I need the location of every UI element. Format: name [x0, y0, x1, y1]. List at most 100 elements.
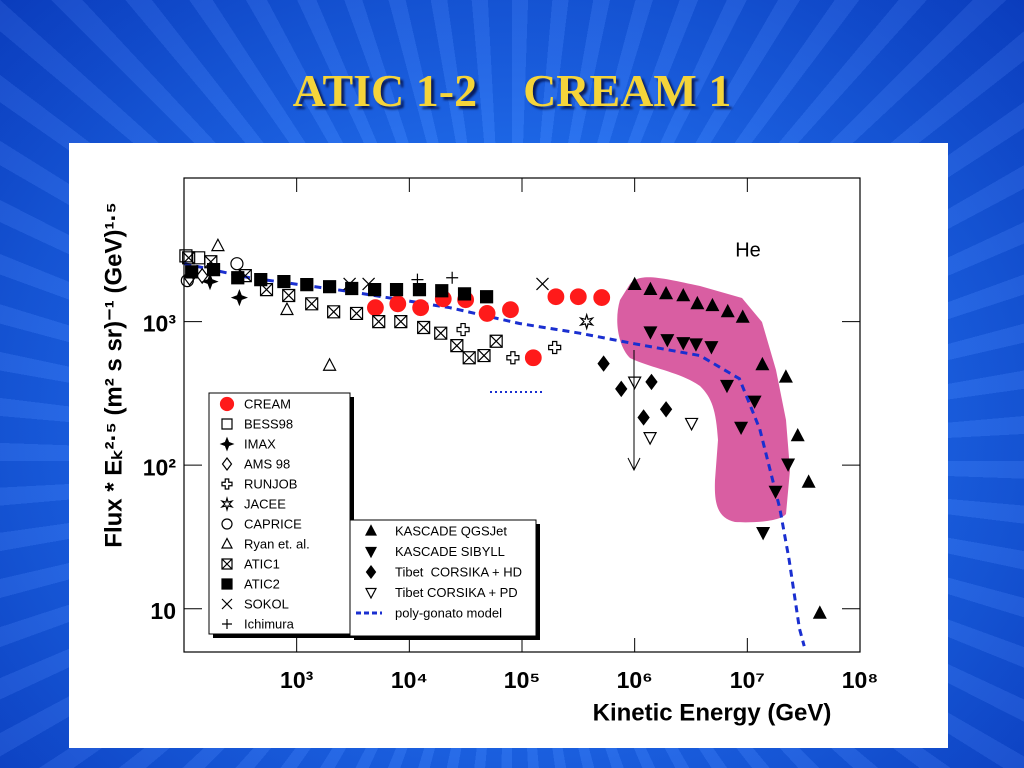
legend-label: AMS 98 [244, 456, 290, 471]
data-point [781, 458, 796, 472]
data-point [462, 351, 476, 365]
data-point [206, 263, 221, 277]
data-point [362, 277, 376, 291]
data-point [478, 305, 496, 322]
model-line [184, 262, 806, 647]
y-tick-label: 10³ [143, 311, 177, 337]
legend-swatch [221, 518, 233, 530]
data-point [277, 274, 291, 289]
upper-limit-arrowhead [627, 457, 641, 472]
x-tick-label: 10⁴ [391, 667, 428, 693]
legend-swatch [219, 436, 235, 452]
legend-label: JACEE [244, 496, 286, 511]
legend-swatch [365, 587, 377, 600]
data-point [230, 257, 244, 271]
data-point [704, 341, 719, 355]
legend-box [349, 519, 537, 637]
data-point [196, 267, 209, 285]
data-point [349, 306, 364, 321]
legend-label: CAPRICE [244, 516, 302, 531]
data-point [434, 326, 448, 340]
data-point [367, 299, 384, 317]
data-point [637, 409, 650, 426]
data-point [643, 326, 658, 340]
x-tick-label: 10⁸ [842, 667, 878, 693]
data-point [593, 289, 611, 306]
data-point [210, 237, 225, 252]
legend: KASCADE QGSJet KASCADE SIBYLL Tibet CORSIK… [349, 519, 540, 640]
data-point [417, 320, 431, 335]
legend-label: poly-gonato model [395, 605, 502, 620]
data-point [660, 334, 675, 348]
marker-layer [179, 237, 827, 619]
legend-label: SOKOL [244, 596, 289, 611]
x-axis-label: Kinetic Energy (GeV) [593, 699, 832, 726]
legend-label: Tibet CORSIKA + HD [395, 564, 522, 579]
data-point [435, 284, 449, 298]
data-point [688, 338, 703, 352]
data-point [627, 376, 642, 390]
data-point [456, 322, 470, 337]
data-point [597, 355, 610, 372]
data-point [412, 299, 430, 317]
data-point [735, 309, 750, 323]
legend-swatch [219, 396, 235, 412]
data-point [627, 276, 642, 290]
data-point [345, 281, 359, 296]
legend-label: Ichimura [244, 616, 295, 631]
data-point [343, 277, 357, 291]
data-point [182, 251, 196, 265]
line-layer [184, 262, 806, 647]
legend-swatch [221, 537, 233, 549]
data-point [676, 337, 691, 351]
data-point [659, 285, 674, 300]
y-tick-label: 10 [150, 598, 176, 624]
data-point [254, 273, 268, 287]
data-point [790, 427, 805, 442]
legend-label: ATIC2 [244, 576, 280, 591]
data-point [720, 303, 735, 318]
data-point [747, 395, 762, 409]
data-point [300, 277, 314, 292]
data-point [643, 281, 658, 296]
data-point [778, 369, 793, 383]
legend-swatch [365, 546, 377, 559]
data-point [479, 290, 494, 304]
legend-label: RUNJOB [244, 476, 297, 491]
annotation: He [735, 239, 761, 261]
data-point [201, 273, 219, 291]
data-point [756, 527, 771, 541]
data-point [812, 605, 827, 619]
legend-label: Tibet CORSIKA + PD [395, 585, 518, 600]
data-point [801, 474, 816, 488]
data-point [548, 340, 562, 355]
legend-label: CREAM [244, 396, 291, 411]
y-tick-label: 10² [143, 454, 177, 480]
data-point [305, 297, 319, 311]
data-point [446, 271, 459, 284]
data-point [684, 417, 699, 432]
data-point [282, 288, 296, 303]
data-point [230, 289, 248, 307]
legend-swatch [365, 524, 377, 536]
data-point [327, 305, 341, 319]
data-point [502, 301, 519, 319]
legend-swatch [221, 478, 233, 490]
legend-swatch [221, 457, 233, 471]
data-point [547, 288, 565, 306]
legend-box [208, 392, 351, 635]
data-point [755, 356, 770, 371]
slide-title: ATIC 1-2 CREAM 1 [292, 65, 732, 116]
data-point [536, 277, 549, 291]
data-point [720, 379, 734, 394]
legend-swatch [222, 619, 232, 629]
data-point [322, 280, 337, 294]
y-axis-label: Flux * Eₖ²·⁵ (m² s sr)⁻¹ (GeV)¹·⁵ [100, 202, 127, 547]
data-point [615, 380, 628, 398]
data-point [768, 485, 783, 499]
legend-label: Ryan et. al. [244, 536, 310, 551]
data-point [450, 339, 464, 353]
legend-swatch [221, 598, 233, 610]
legend-swatch [221, 418, 233, 430]
